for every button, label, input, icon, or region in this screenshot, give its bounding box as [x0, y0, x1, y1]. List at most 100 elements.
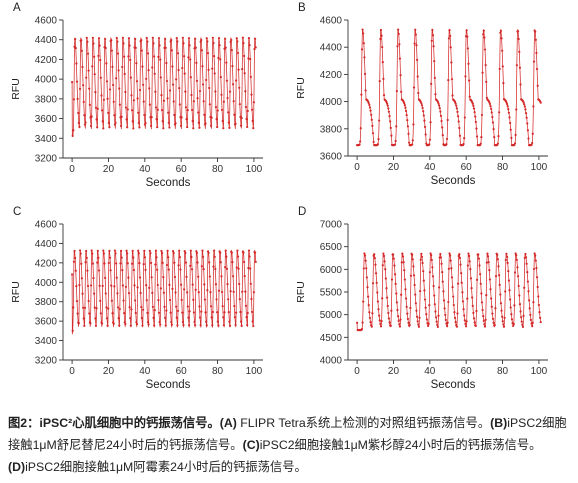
signal-point — [389, 120, 392, 123]
signal-point — [463, 319, 466, 322]
signal-point — [94, 106, 98, 109]
signal-point — [72, 260, 76, 263]
signal-point — [147, 69, 150, 72]
signal-point — [447, 37, 451, 40]
signal-point — [466, 297, 469, 300]
signal-point — [371, 132, 375, 135]
signal-point — [145, 77, 148, 80]
signal-point — [243, 274, 246, 278]
signal-point — [390, 278, 394, 281]
signal-point — [135, 323, 139, 326]
signal-point — [425, 142, 428, 145]
signal-point — [119, 124, 123, 128]
signal-point — [450, 267, 453, 270]
signal-point — [156, 126, 159, 129]
signal-point — [75, 300, 79, 303]
signal-point — [160, 108, 164, 112]
signal-point — [116, 40, 119, 43]
signal-point — [240, 117, 243, 120]
signal-point — [249, 58, 252, 61]
signal-point — [105, 80, 109, 83]
signal-point — [522, 314, 525, 318]
y-tick-label: 4200 — [35, 258, 58, 269]
signal-point — [414, 33, 417, 36]
signal-point — [371, 282, 375, 285]
signal-point — [503, 316, 506, 320]
signal-point — [154, 106, 158, 109]
signal-point — [178, 256, 181, 259]
signal-point — [382, 77, 385, 80]
signal-point — [216, 311, 219, 314]
x-tick-label: 60 — [461, 366, 473, 377]
signal-point — [115, 276, 118, 279]
signal-point — [535, 67, 539, 71]
signal-point — [112, 322, 115, 325]
signal-point — [148, 249, 151, 252]
signal-point — [455, 325, 458, 328]
signal-point — [145, 284, 148, 287]
signal-point — [433, 76, 436, 79]
signal-point — [172, 100, 175, 103]
signal-point — [209, 291, 212, 294]
signal-point — [224, 46, 227, 49]
signal-point — [166, 97, 169, 100]
signal-point — [400, 90, 403, 93]
signal-point — [393, 273, 397, 276]
signal-point — [373, 256, 376, 260]
signal-point — [186, 305, 189, 308]
x-tick-label: 60 — [461, 162, 473, 173]
signal-line — [356, 253, 542, 331]
signal-point — [409, 274, 413, 277]
signal-point — [181, 66, 184, 70]
signal-point — [155, 118, 158, 121]
signal-point — [496, 258, 499, 261]
signal-point — [150, 116, 153, 119]
signal-point — [187, 56, 190, 59]
signal-point — [382, 252, 385, 255]
signal-point — [81, 292, 84, 295]
signal-point — [179, 283, 183, 286]
signal-point — [228, 320, 231, 323]
signal-point — [142, 308, 145, 311]
signal-point — [200, 38, 203, 42]
signal-point — [412, 86, 416, 89]
signal-point — [201, 83, 205, 86]
signal-point — [212, 265, 215, 268]
signal-point — [368, 106, 372, 109]
signal-point — [433, 303, 436, 306]
signal-point — [211, 36, 214, 39]
signal-point — [104, 46, 107, 50]
signal-point — [440, 262, 443, 265]
signal-point — [77, 121, 80, 125]
signal-point — [416, 75, 419, 78]
signal-point — [173, 275, 177, 279]
signal-point — [397, 319, 400, 322]
signal-point — [474, 115, 477, 118]
signal-point — [147, 323, 150, 326]
signal-point — [367, 101, 370, 105]
signal-point — [201, 65, 204, 68]
signal-point — [502, 82, 505, 85]
signal-point — [74, 269, 77, 272]
signal-point — [254, 37, 257, 40]
signal-point — [136, 286, 139, 289]
signal-point — [453, 311, 456, 314]
signal-point — [367, 295, 370, 298]
signal-point — [238, 298, 241, 301]
signal-point — [519, 83, 522, 86]
signal-point — [190, 108, 194, 112]
signal-point — [539, 101, 542, 104]
signal-point — [162, 99, 166, 102]
signal-point — [124, 90, 127, 94]
y-tick-label: 4600 — [35, 220, 58, 231]
signal-point — [431, 266, 434, 269]
signal-point — [98, 284, 101, 287]
y-tick-label: 4000 — [35, 278, 58, 289]
signal-point — [238, 86, 241, 89]
signal-point — [148, 103, 151, 106]
signal-point — [486, 252, 489, 255]
signal-point — [206, 289, 209, 292]
signal-point — [381, 264, 384, 267]
signal-point — [251, 119, 254, 122]
signal-point — [153, 324, 156, 327]
